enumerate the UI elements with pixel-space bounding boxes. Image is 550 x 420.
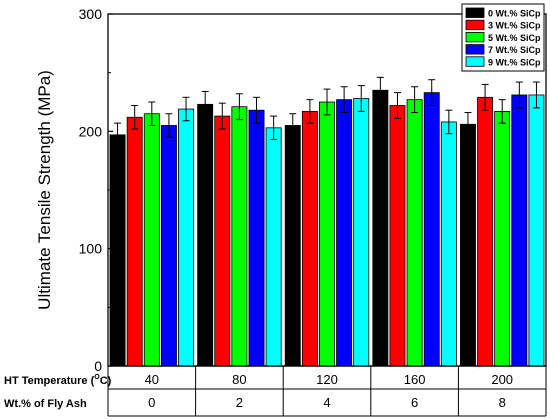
bar — [143, 113, 160, 367]
bar — [528, 94, 545, 367]
fly-ash-value: 8 — [499, 395, 506, 410]
y-tick-label: 100 — [79, 241, 103, 257]
legend-label: 7 Wt.% SiCp — [488, 45, 541, 55]
bar — [178, 108, 194, 367]
bar — [248, 109, 265, 367]
bar — [284, 125, 301, 367]
legend-swatch — [465, 32, 485, 43]
bar — [440, 121, 457, 367]
fly-ash-value: 0 — [148, 395, 155, 410]
fly-ash-value: 6 — [411, 395, 418, 410]
ht-temperature-value: 120 — [316, 372, 338, 387]
bar — [477, 96, 494, 367]
y-tick-label: 0 — [94, 358, 102, 374]
bar — [372, 89, 389, 367]
bar — [336, 99, 353, 367]
ht-temperature-value: 40 — [145, 372, 159, 387]
fly-ash-value: 2 — [236, 395, 243, 410]
row-label-ht-temperature: HT Temperature (OC) — [4, 374, 112, 387]
row-label-fly-ash: Wt.% of Fly Ash — [4, 398, 87, 410]
bar — [319, 101, 335, 367]
ht-temperature-value: 160 — [404, 372, 426, 387]
legend-label: 0 Wt.% SiCp — [488, 9, 541, 19]
legend-swatch — [465, 44, 485, 55]
ht-temperature-value: 80 — [232, 372, 246, 387]
bar — [231, 106, 248, 367]
bar — [494, 110, 511, 367]
legend-swatch — [465, 7, 485, 18]
bar — [214, 115, 231, 367]
bar — [160, 125, 177, 367]
bar — [353, 98, 370, 367]
bar — [265, 127, 282, 367]
bar — [459, 123, 476, 367]
y-tick-label: 300 — [79, 6, 103, 22]
bar — [389, 105, 406, 367]
bar — [109, 134, 126, 367]
ht-temperature-value: 200 — [491, 372, 513, 387]
bar — [406, 99, 423, 367]
legend-swatch — [465, 56, 485, 67]
legend: 0 Wt.% SiCp 3 Wt.% SiCp 5 Wt.% SiCp 7 Wt.% … — [461, 3, 545, 72]
bar — [126, 116, 143, 367]
y-tick-label: 200 — [79, 123, 103, 139]
fly-ash-value: 4 — [323, 395, 330, 410]
y-axis: 0 100 200 300 — [79, 6, 113, 374]
legend-label: 9 Wt.% SiCp — [488, 57, 541, 67]
bars-group — [109, 76, 545, 367]
bar — [301, 110, 318, 367]
legend-label: 5 Wt.% SiCp — [488, 33, 541, 43]
category-table: HT Temperature (OC) Wt.% of Fly Ash 40 80… — [4, 365, 547, 417]
bar — [511, 94, 528, 367]
y-axis-label: Ultimate Tensile Strength (MPa) — [35, 70, 54, 310]
bar — [423, 92, 440, 367]
legend-swatch — [465, 19, 485, 31]
legend-label: 3 Wt.% SiCp — [488, 21, 541, 31]
bar — [197, 103, 214, 367]
